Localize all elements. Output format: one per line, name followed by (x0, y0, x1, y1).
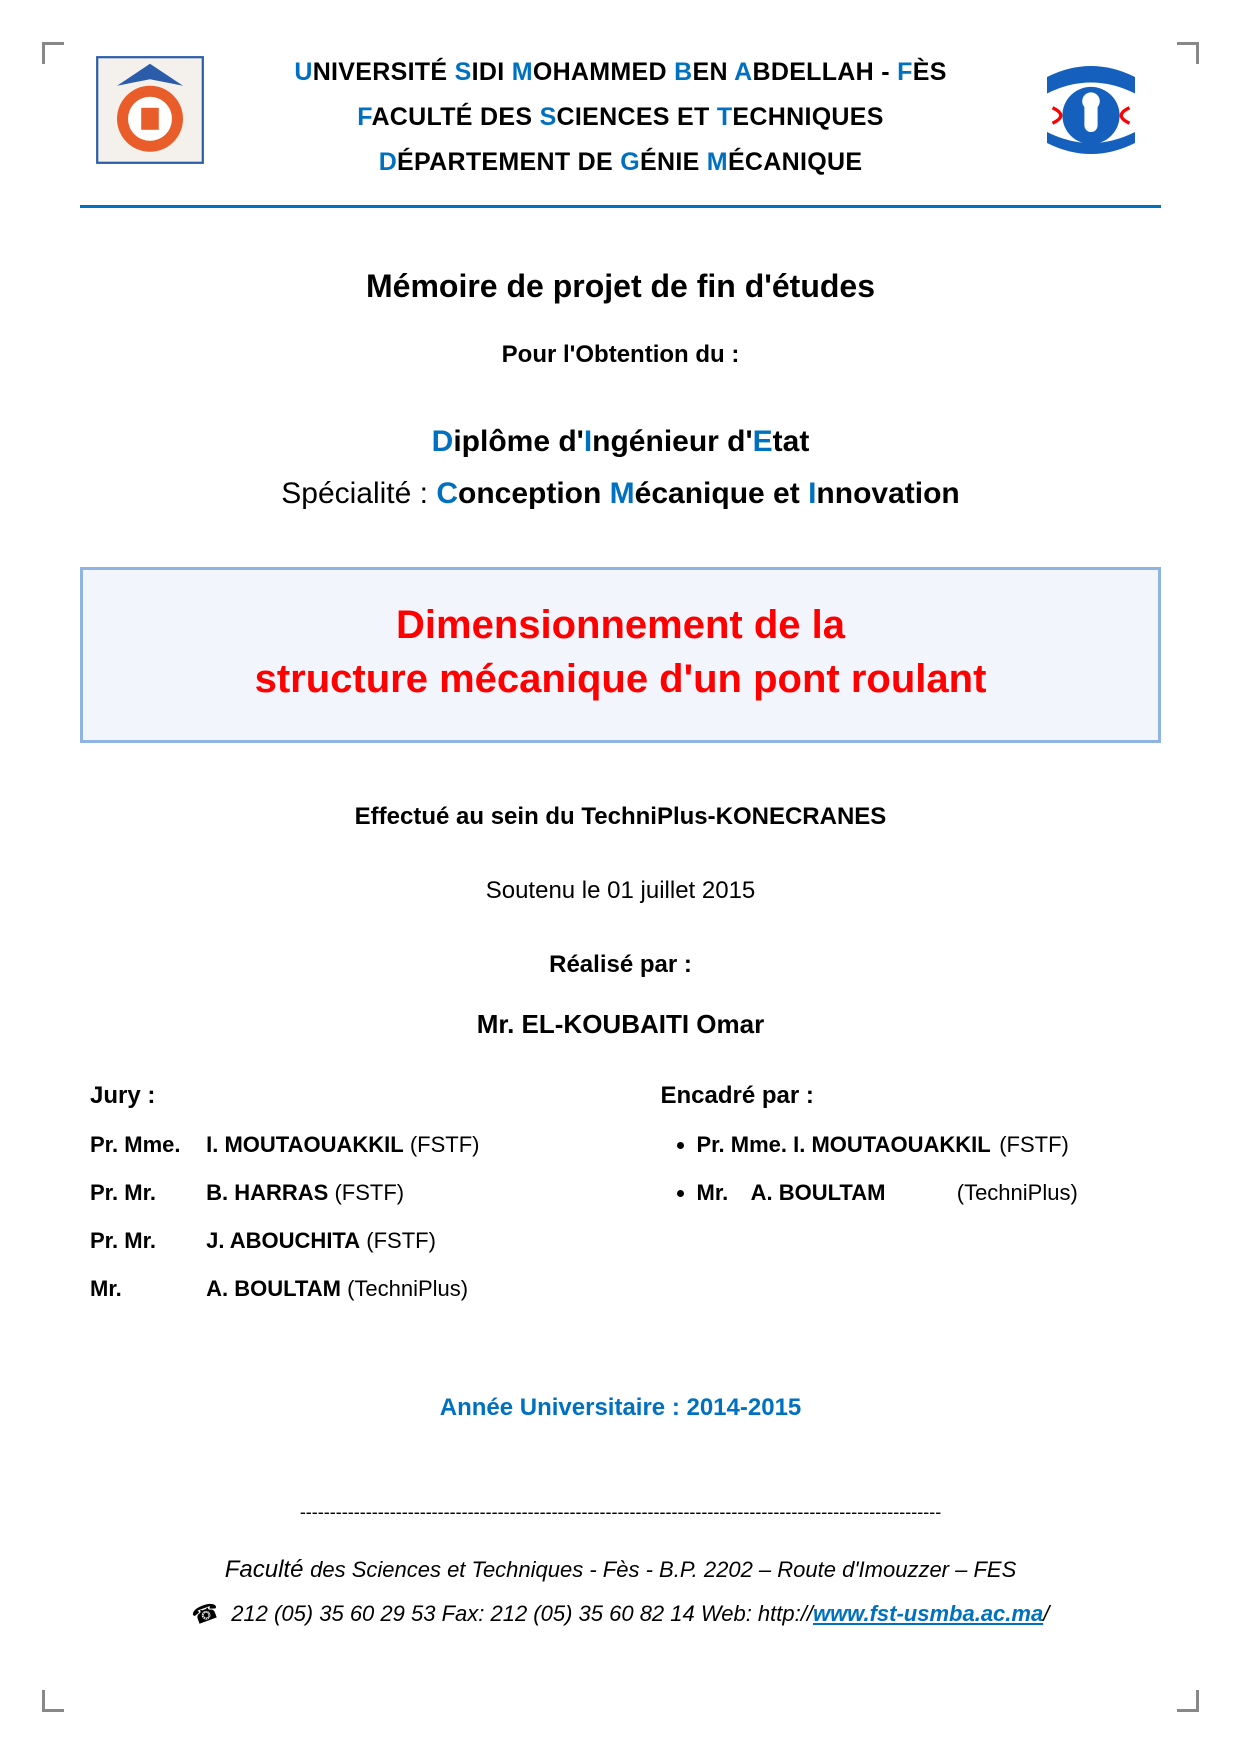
footer-address: Faculté des Sciences et Techniques - Fès… (100, 1547, 1141, 1593)
jury-member: Pr. Mr. B. HARRAS (FSTF) (90, 1180, 601, 1206)
header: UNIVERSITÉ SIDI MOHAMMED BEN ABDELLAH - … (60, 50, 1181, 193)
obtention-label: Pour l'Obtention du : (60, 341, 1181, 369)
supervisor-member: Mr. A. BOULTAM (TechniPlus) (697, 1180, 1152, 1206)
supervisor-member: Pr. Mme. I. MOUTAOUAKKIL (FSTF) (697, 1132, 1152, 1158)
university-logo-icon (90, 50, 210, 170)
cover-page: UNIVERSITÉ SIDI MOHAMMED BEN ABDELLAH - … (0, 0, 1241, 1754)
supervisor-column: Encadré par : Pr. Mme. I. MOUTAOUAKKIL (… (641, 1082, 1152, 1324)
footer-contact: ☎ 212 (05) 35 60 29 53 Fax: 212 (05) 35 … (100, 1593, 1141, 1635)
phone-icon: ☎ (185, 1589, 225, 1638)
header-divider (80, 205, 1161, 208)
corner-mark (1177, 42, 1199, 64)
thesis-title-line1: Dimensionnement de la (93, 598, 1148, 652)
thesis-title-line2: structure mécanique d'un pont roulant (93, 652, 1148, 706)
corner-mark (42, 1690, 64, 1712)
header-text: UNIVERSITÉ SIDI MOHAMMED BEN ABDELLAH - … (230, 50, 1011, 193)
dash-separator: ----------------------------------------… (60, 1502, 1181, 1523)
jury-heading: Jury : (90, 1082, 601, 1110)
diplome-line: Diplôme d'Ingénieur d'Etat (60, 425, 1181, 459)
jury-member: Pr. Mr. J. ABOUCHITA (FSTF) (90, 1228, 601, 1254)
company-line: Effectué au sein du TechniPlus-KONECRANE… (60, 803, 1181, 831)
corner-mark (1177, 1690, 1199, 1712)
academic-year: Année Universitaire : 2014-2015 (60, 1394, 1181, 1422)
defense-date: Soutenu le 01 juillet 2015 (60, 877, 1181, 905)
faculty-logo-icon (1031, 50, 1151, 170)
department-name: DÉPARTEMENT DE GÉNIE MÉCANIQUE (230, 148, 1011, 177)
university-name: UNIVERSITÉ SIDI MOHAMMED BEN ABDELLAH - … (230, 58, 1011, 87)
memoire-heading: Mémoire de projet de fin d'études (60, 268, 1181, 305)
supervisor-heading: Encadré par : (661, 1082, 1152, 1110)
faculty-name: FACULTÉ DES SCIENCES ET TECHNIQUES (230, 103, 1011, 132)
website-link[interactable]: www.fst-usmba.ac.ma (813, 1601, 1043, 1626)
jury-supervisor-columns: Jury : Pr. Mme. I. MOUTAOUAKKIL (FSTF) Pr… (60, 1082, 1181, 1324)
jury-member: Mr. A. BOULTAM (TechniPlus) (90, 1276, 601, 1302)
footer: Faculté des Sciences et Techniques - Fès… (60, 1547, 1181, 1634)
corner-mark (42, 42, 64, 64)
jury-column: Jury : Pr. Mme. I. MOUTAOUAKKIL (FSTF) Pr… (90, 1082, 601, 1324)
realise-label: Réalisé par : (60, 951, 1181, 979)
thesis-title-box: Dimensionnement de la structure mécaniqu… (80, 567, 1161, 743)
specialite-line: Spécialité : Conception Mécanique et Inn… (60, 477, 1181, 511)
jury-member: Pr. Mme. I. MOUTAOUAKKIL (FSTF) (90, 1132, 601, 1158)
author-name: Mr. EL-KOUBAITI Omar (60, 1009, 1181, 1040)
